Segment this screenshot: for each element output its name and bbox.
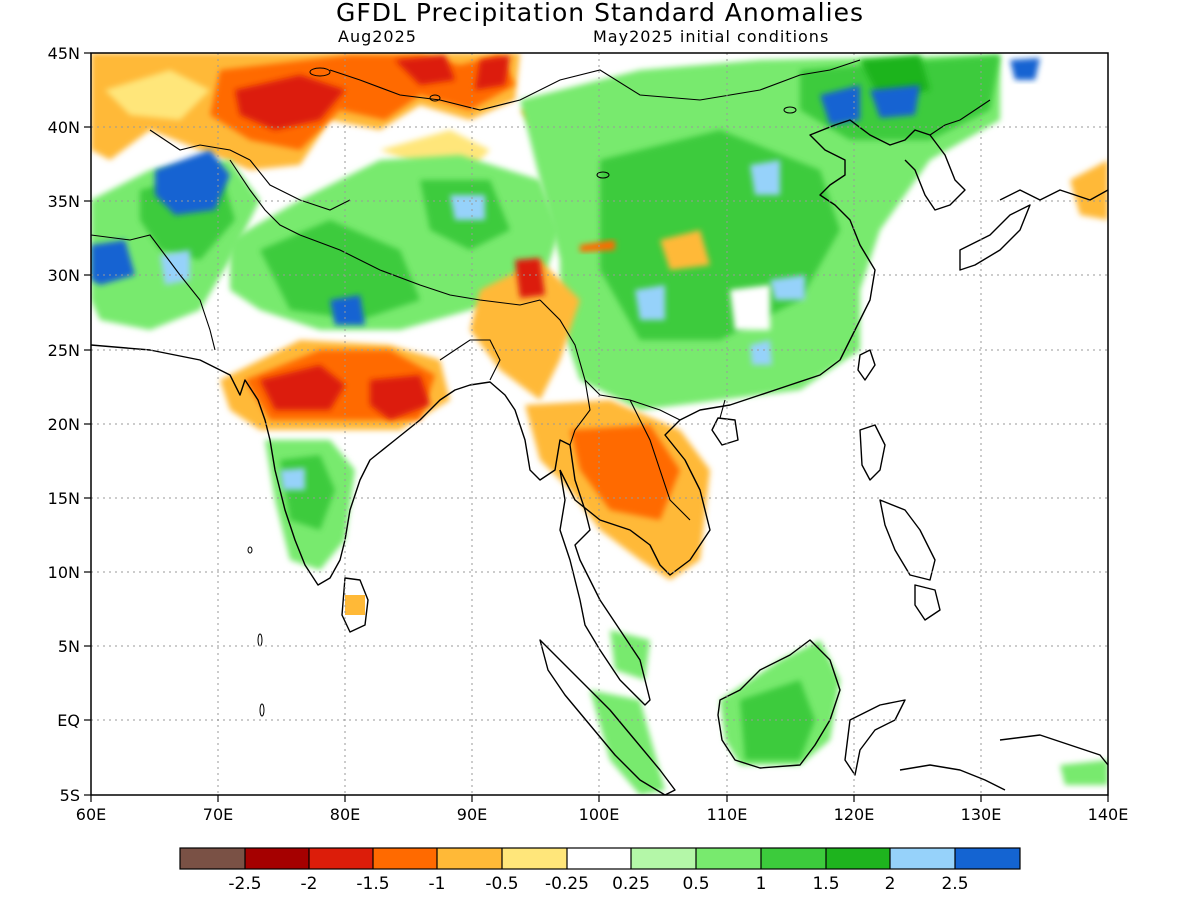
colorbar-swatch [955,848,1020,869]
country-borders [91,59,991,521]
coastlines [91,119,1108,795]
x-axis-labels: 60E 70E 80E 90E 100E 110E 120E 130E 140E [76,805,1129,824]
colorbar-swatch [180,848,245,869]
anomaly-field [91,53,1108,795]
colorbar-label: -0.5 [485,874,518,894]
y-tick-label: 15N [48,489,80,508]
colorbar-label: -1 [429,874,446,894]
colorbar-label: 1 [756,874,767,894]
x-tick-label: 70E [203,805,233,824]
initial-conditions: May2025 initial conditions [593,27,830,46]
colorbar-swatch [373,848,437,869]
x-tick-label: 60E [76,805,106,824]
x-tick-label: 120E [834,805,875,824]
colorbar-swatch [826,848,890,869]
colorbar-label: 2 [885,874,896,894]
y-tick-label: 35N [48,192,80,211]
colorbar-label: -1.5 [356,874,389,894]
x-tick-label: 100E [579,805,620,824]
colorbar: -2.5 -2 -1.5 -1 -0.5 -0.25 0.25 0.5 1 1.… [179,847,1021,894]
axis-tick-marks [84,52,1109,802]
colorbar-label: -0.25 [545,874,589,894]
colorbar-label: -2 [301,874,318,894]
colorbar-swatch [245,848,309,869]
y-tick-label: 5S [60,786,80,805]
colorbar-swatch [890,848,955,869]
forecast-month: Aug2025 [338,27,417,46]
map-title: GFDL Precipitation Standard Anomalies [336,0,864,27]
colorbar-label: 0.25 [612,874,650,894]
colorbar-swatch [309,848,373,869]
x-tick-label: 80E [330,805,360,824]
colorbar-label: 2.5 [941,874,968,894]
x-tick-label: 110E [707,805,748,824]
y-tick-label: 30N [48,266,80,285]
y-tick-label: 40N [48,118,80,137]
y-tick-label: 5N [58,637,80,656]
y-axis-labels: 45N 40N 35N 30N 25N 20N 15N 10N 5N EQ 5S [48,44,80,805]
y-tick-label: 20N [48,415,80,434]
colorbar-swatch [761,848,826,869]
y-tick-label: 25N [48,341,80,360]
y-tick-label: EQ [57,711,80,730]
colorbar-swatch [437,848,502,869]
colorbar-swatch [696,848,761,869]
y-tick-label: 10N [48,563,80,582]
x-tick-label: 90E [457,805,487,824]
x-tick-label: 130E [961,805,1002,824]
colorbar-swatch [631,848,696,869]
colorbar-swatch [567,848,631,869]
colorbar-label: 1.5 [812,874,839,894]
colorbar-label: -2.5 [228,874,261,894]
y-tick-label: 45N [48,44,80,63]
grid-lines [91,53,1108,795]
x-tick-label: 140E [1088,805,1129,824]
colorbar-label: 0.5 [682,874,709,894]
colorbar-swatch [502,848,567,869]
